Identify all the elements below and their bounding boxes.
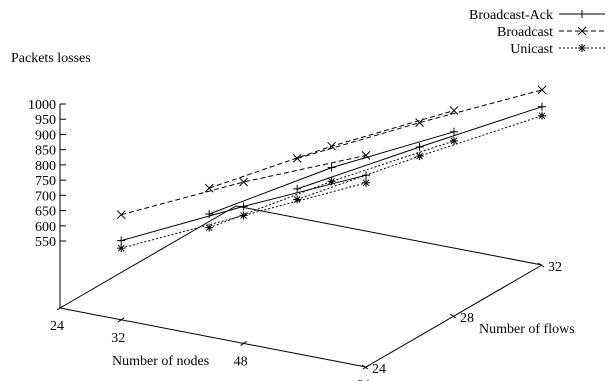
marker-stroke: [416, 152, 423, 160]
x-axis-label: Number of nodes: [112, 354, 209, 369]
y-tick-label: 32: [548, 260, 562, 275]
z-tick-label: 800: [35, 159, 56, 174]
z-tick-label: 750: [35, 174, 56, 189]
data-point: [449, 106, 459, 115]
data-point: [293, 195, 302, 204]
z-tick-label: 1000: [28, 98, 56, 113]
y-tick-label: 24: [372, 362, 386, 377]
marker-stroke: [362, 179, 370, 187]
y-axis-label: Number of flows: [479, 322, 575, 337]
marker-stroke: [117, 244, 125, 252]
marker-stroke: [537, 85, 547, 95]
data-point: [361, 151, 371, 160]
data-point: [293, 184, 302, 193]
z-tick-label: 700: [35, 189, 56, 204]
data-point: [578, 44, 586, 52]
data-point: [537, 85, 547, 95]
z-tick-label: 650: [35, 205, 56, 220]
base-edge-nodes: [59, 307, 367, 368]
data-point: [205, 210, 214, 218]
z-tick-label: 850: [35, 144, 56, 159]
y-tick-mark: [537, 262, 545, 268]
marker-stroke: [328, 177, 335, 185]
data-point: [117, 244, 126, 253]
x-tick-mark: [362, 364, 370, 370]
data-point: [538, 102, 546, 111]
data-point: [116, 210, 126, 220]
x-tick-label: 48: [234, 354, 248, 369]
x-tick-mark: [56, 305, 64, 311]
plot-series: [116, 85, 547, 253]
marker-stroke: [361, 151, 371, 160]
marker-stroke: [239, 177, 248, 187]
marker-stroke: [578, 44, 586, 52]
legend-label: Unicast: [510, 42, 553, 57]
marker-stroke: [538, 112, 546, 120]
data-point: [327, 177, 336, 186]
z-tick-label: 600: [35, 220, 56, 235]
plot-base: [56, 103, 545, 370]
data-point: [415, 143, 424, 151]
marker-stroke: [449, 106, 459, 115]
base-edge-far-nodes: [235, 205, 543, 266]
data-point: [538, 111, 546, 120]
z-tick-label: 950: [35, 113, 56, 128]
x-tick-mark: [240, 340, 247, 346]
marker-stroke: [293, 196, 301, 203]
data-point: [205, 223, 214, 232]
series-line: [209, 131, 455, 215]
data-point: [577, 26, 587, 36]
data-point: [578, 10, 586, 18]
data-point: [327, 163, 336, 172]
z-tick-label: 550: [35, 235, 56, 250]
data-point: [450, 127, 458, 136]
x-tick-label: 32: [111, 331, 125, 346]
series-line: [209, 140, 455, 229]
legend-label: Broadcast-Ack: [469, 8, 553, 23]
data-point: [450, 136, 458, 145]
x-tick-label: 64: [356, 378, 370, 381]
x-tick-label: 24: [50, 319, 64, 334]
marker-stroke: [116, 210, 126, 220]
series-line: [297, 89, 543, 159]
marker-stroke: [240, 212, 247, 219]
legend-label: Broadcast: [497, 25, 553, 40]
z-axis-label: Packets losses: [11, 51, 91, 66]
data-point: [415, 152, 424, 161]
data-point: [117, 236, 126, 245]
plot-labels: Packets losses Number of nodes Number of…: [11, 51, 575, 381]
marker-stroke: [292, 154, 302, 163]
legend: Broadcast-Ack Broadcast Unicast: [469, 8, 605, 57]
data-point: [239, 202, 248, 211]
data-point: [292, 154, 302, 163]
marker-stroke: [415, 118, 424, 127]
series-line: [121, 154, 367, 216]
marker-stroke: [204, 183, 214, 193]
data-point: [239, 177, 248, 187]
base-edge-flows: [59, 205, 237, 309]
data-point: [415, 118, 424, 127]
data-point: [362, 178, 370, 187]
base-edge-far-flows: [365, 264, 543, 368]
marker-stroke: [205, 224, 213, 232]
z-tick-label: 900: [35, 128, 56, 143]
series-line: [209, 110, 455, 189]
y-tick-mark: [449, 313, 457, 319]
marker-stroke: [450, 137, 458, 145]
y-tick-mark: [361, 364, 369, 370]
x-tick-mark: [117, 317, 125, 323]
marker-stroke: [577, 26, 587, 36]
data-point: [204, 183, 214, 193]
y-tick-label: 28: [460, 311, 474, 326]
